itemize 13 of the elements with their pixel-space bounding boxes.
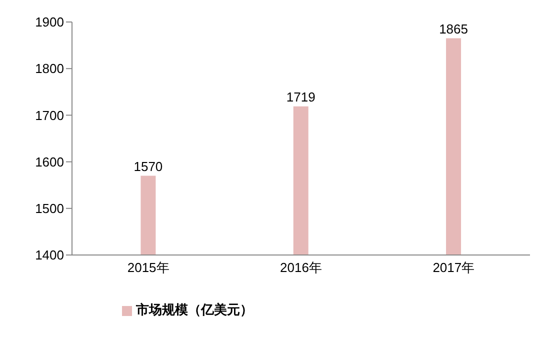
y-tick-label: 1800	[35, 61, 64, 76]
x-tick-label: 2016年	[280, 260, 322, 276]
y-tick-label: 1400	[35, 248, 64, 263]
data-label: 1570	[134, 158, 163, 174]
legend-label: 市场规模（亿美元）	[136, 302, 253, 317]
y-tick-label: 1500	[35, 201, 64, 216]
data-label: 1719	[286, 89, 316, 104]
y-tick-label: 1600	[35, 154, 64, 170]
data-label: 1865	[439, 21, 468, 36]
x-tick-label: 2017年	[432, 260, 475, 276]
y-tick-label: 1700	[35, 108, 64, 123]
x-tick-label: 2015年	[127, 260, 170, 276]
y-tick-label: 1900	[35, 14, 64, 30]
